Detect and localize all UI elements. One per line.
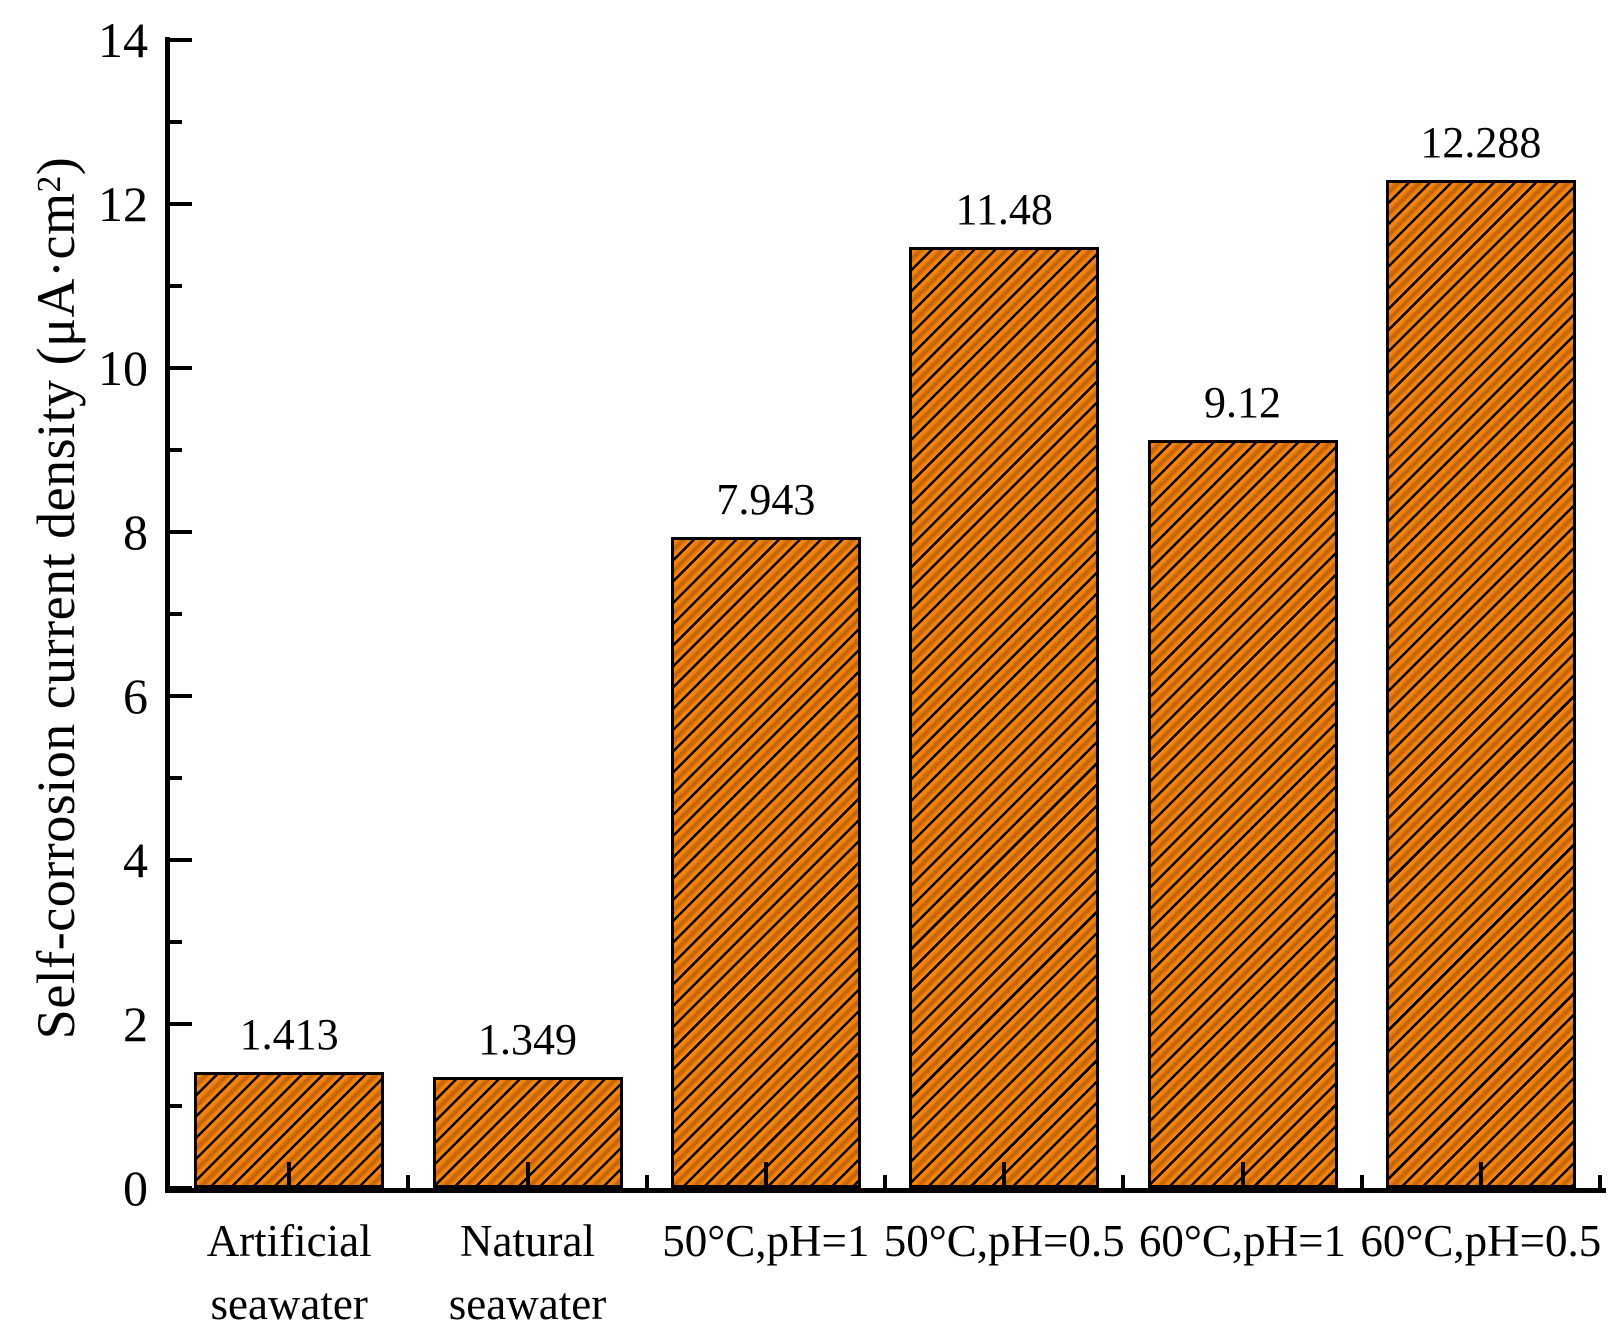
x-tick-major [1240, 1162, 1245, 1188]
y-tick-major [170, 38, 192, 42]
x-category-label: 60°C,pH=0.5 [1360, 1216, 1602, 1266]
x-tick-minor [1121, 1175, 1126, 1188]
x-tick-minor [1359, 1175, 1364, 1188]
y-tick-label: 0 [123, 1160, 148, 1216]
x-tick-major [287, 1162, 292, 1188]
y-tick-major [170, 530, 192, 534]
y-tick-label: 6 [123, 668, 148, 724]
x-category-label: Artificial seawater [206, 1216, 372, 1320]
x-category-label: 60°C,pH=1 [1138, 1216, 1347, 1266]
x-category-label: 50°C,pH=0.5 [883, 1216, 1125, 1266]
y-tick-label: 4 [123, 832, 148, 888]
y-tick-minor [170, 448, 182, 452]
x-tick-major [525, 1162, 530, 1188]
y-tick-label: 10 [98, 340, 148, 396]
x-tick-major [1478, 1162, 1483, 1188]
x-tick-minor [1598, 1175, 1602, 1188]
bar [909, 246, 1100, 1188]
bar-value-label: 1.413 [239, 1010, 339, 1060]
y-axis-line [165, 37, 170, 1193]
y-axis-title-suffix: ) [26, 156, 86, 176]
bar-value-label: 9.12 [1204, 378, 1281, 428]
x-tick-minor [644, 1175, 649, 1188]
x-tick-major [763, 1162, 768, 1188]
x-axis-line [165, 1188, 1606, 1193]
y-tick-label: 14 [98, 12, 148, 68]
y-tick-minor [170, 1104, 182, 1108]
y-tick-minor [170, 776, 182, 780]
y-tick-label: 12 [98, 176, 148, 232]
x-tick-major [1002, 1162, 1007, 1188]
y-tick-major [170, 366, 192, 370]
bar-value-label: 12.288 [1420, 118, 1542, 168]
y-axis-title: Self-corrosion current density (μA·cm2) [25, 157, 87, 1039]
y-tick-major [170, 694, 192, 698]
y-tick-major [170, 1022, 192, 1026]
x-tick-minor [883, 1175, 887, 1188]
y-tick-major [170, 858, 192, 862]
y-tick-minor [170, 284, 182, 288]
x-tick-minor [406, 1175, 411, 1188]
y-tick-minor [170, 612, 182, 616]
y-tick-minor [170, 120, 182, 124]
y-tick-label: 8 [123, 504, 148, 560]
bar [432, 1077, 623, 1188]
bar [670, 536, 861, 1188]
y-tick-minor [170, 940, 182, 944]
y-tick-major [170, 1186, 192, 1190]
bar [1147, 440, 1338, 1188]
bar [1385, 180, 1576, 1188]
x-category-label: Natural seawater [448, 1216, 607, 1320]
bar-value-label: 7.943 [716, 474, 816, 524]
x-category-label: 50°C,pH=1 [662, 1216, 870, 1266]
y-tick-major [170, 202, 192, 206]
bar-value-label: 11.48 [955, 184, 1053, 234]
y-tick-label: 2 [123, 996, 148, 1052]
y-axis-title-text: Self-corrosion current density (μA·cm [26, 192, 86, 1040]
bar-value-label: 1.349 [478, 1015, 577, 1065]
